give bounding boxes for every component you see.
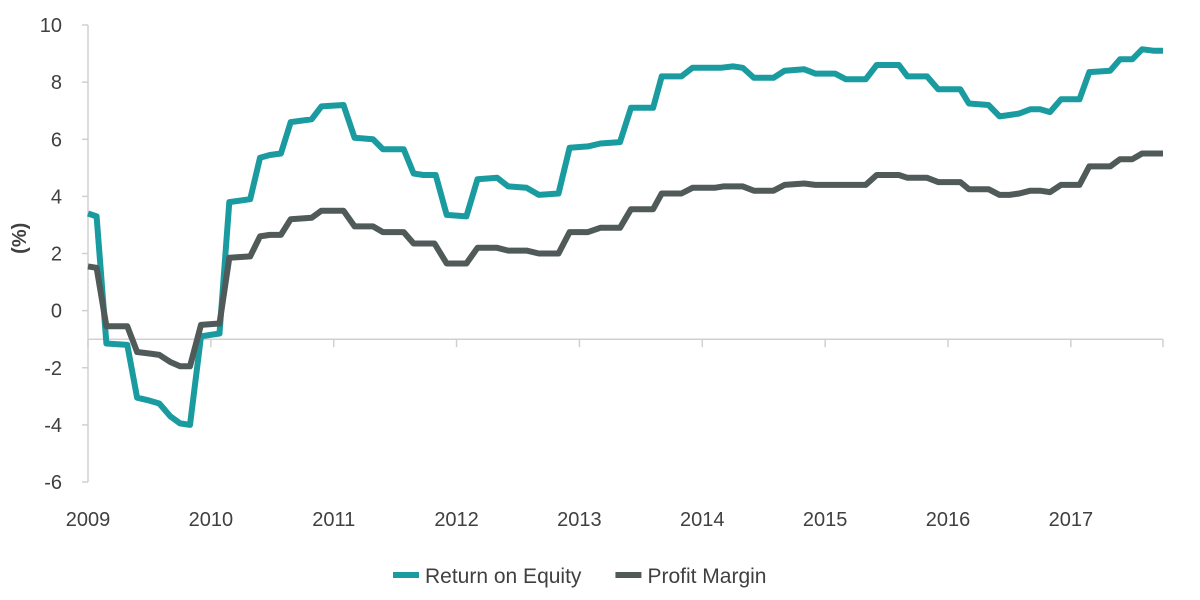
y-tick-label: 8 <box>51 72 62 94</box>
y-tick-label: 2 <box>51 244 62 266</box>
y-tick-label: 10 <box>40 15 62 37</box>
series-lines <box>87 46 1163 428</box>
x-tick-label: 2016 <box>926 509 971 531</box>
x-tick-label: 2012 <box>434 509 479 531</box>
x-tick-label: 2010 <box>189 509 234 531</box>
x-tick-label: 2014 <box>680 509 725 531</box>
x-tick-label: 2015 <box>803 509 848 531</box>
x-tick-label: 2017 <box>1049 509 1094 531</box>
y-tick-label: -4 <box>44 415 62 437</box>
x-tick-label: 2011 <box>312 509 355 531</box>
series-line-return-on-equity <box>87 46 1163 428</box>
y-tick-label: 4 <box>51 186 62 208</box>
x-tick-label: 2013 <box>557 509 602 531</box>
legend: Return on Equity Profit Margin <box>393 565 766 588</box>
y-tick-label: 6 <box>51 129 62 151</box>
x-tick-label: 2009 <box>66 509 111 531</box>
y-tick-label: -6 <box>44 472 62 494</box>
series-line-profit-margin <box>87 150 1163 370</box>
legend-label-profit-margin: Profit Margin <box>647 565 766 588</box>
legend-label-return-on-equity: Return on Equity <box>425 565 582 588</box>
y-axis-title: (%) <box>9 223 31 254</box>
x-axis: 2009 2010 2011 2012 2013 2014 2015 2016 2017 <box>66 338 1164 531</box>
y-axis: 10 8 6 4 2 0 -2 -4 -6 <box>40 15 89 494</box>
y-tick-label: -2 <box>44 358 62 380</box>
y-tick-label: 0 <box>51 301 62 323</box>
